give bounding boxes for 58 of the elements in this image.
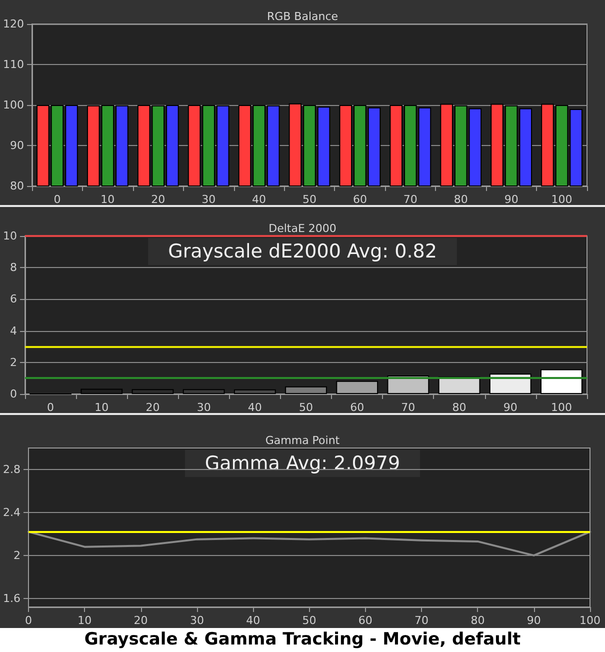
x-tick-label: 60 xyxy=(358,614,372,627)
y-tick-label: 10 xyxy=(2,230,17,242)
x-tick-label: 30 xyxy=(202,193,216,206)
x-tick-label: 50 xyxy=(302,614,316,627)
x-tick-label: 60 xyxy=(350,401,364,414)
x-tick-label: 0 xyxy=(54,193,61,206)
bar xyxy=(182,389,225,394)
x-tick-label: 100 xyxy=(580,614,600,627)
chart-title: RGB Balance xyxy=(266,10,338,23)
x-tick-label: 80 xyxy=(454,193,468,206)
x-tick-label: 30 xyxy=(190,614,204,627)
y-tick-label: 2.4 xyxy=(2,506,20,519)
x-tick-label: 30 xyxy=(196,401,211,414)
x-tick-label: 20 xyxy=(134,614,148,627)
chart-title: DeltaE 2000 xyxy=(268,222,336,235)
x-tick-label: 40 xyxy=(248,401,262,414)
x-tick-label: 40 xyxy=(252,193,266,206)
y-tick-label: 8 xyxy=(10,261,17,274)
x-tick-label: 80 xyxy=(470,614,485,627)
chart-title: Gamma Point xyxy=(265,434,340,447)
bar xyxy=(234,389,276,394)
x-tick-label: 70 xyxy=(403,193,418,206)
annotation: Grayscale dE2000 Avg: 0.82 xyxy=(168,240,437,262)
x-tick-label: 90 xyxy=(504,193,518,206)
y-tick-label: 120 xyxy=(2,18,24,30)
x-tick-label: 70 xyxy=(414,614,429,627)
y-tick-label: 0 xyxy=(10,388,17,400)
x-tick-label: 90 xyxy=(526,614,541,627)
x-tick-label: 80 xyxy=(452,401,466,414)
x-tick-label: 10 xyxy=(94,401,109,414)
x-tick-label: 100 xyxy=(550,401,572,414)
y-tick-label: 80 xyxy=(10,180,24,192)
x-tick-label: 10 xyxy=(78,614,92,627)
x-tick-label: 40 xyxy=(246,614,260,627)
x-tick-label: 0 xyxy=(47,401,54,414)
y-tick-label: 1.6 xyxy=(2,592,20,605)
bar xyxy=(540,369,582,394)
y-tick-label: 100 xyxy=(2,98,24,112)
x-tick-label: 10 xyxy=(100,193,115,206)
y-tick-label: 2 xyxy=(10,356,17,369)
line-series xyxy=(27,530,591,556)
text: Grayscale & Gamma Tracking - Movie, default xyxy=(84,630,521,650)
y-tick-label: 110 xyxy=(2,58,24,71)
x-tick-label: 100 xyxy=(551,193,572,206)
y-tick-label: 2 xyxy=(13,548,20,562)
x-tick-label: 90 xyxy=(503,401,518,414)
x-tick-label: 0 xyxy=(24,614,32,627)
x-tick-label: 60 xyxy=(352,193,367,206)
x-tick-label: 50 xyxy=(299,401,313,414)
y-tick-label: 90 xyxy=(10,139,24,152)
x-tick-label: 20 xyxy=(151,193,166,206)
x-tick-label: 70 xyxy=(401,401,416,414)
y-tick-label: 4 xyxy=(10,324,17,338)
x-tick-label: 50 xyxy=(302,193,316,206)
x-tick-label: 20 xyxy=(146,401,160,414)
y-tick-label: 6 xyxy=(10,292,17,306)
bar xyxy=(285,386,327,394)
y-tick-label: 2.8 xyxy=(2,462,20,476)
